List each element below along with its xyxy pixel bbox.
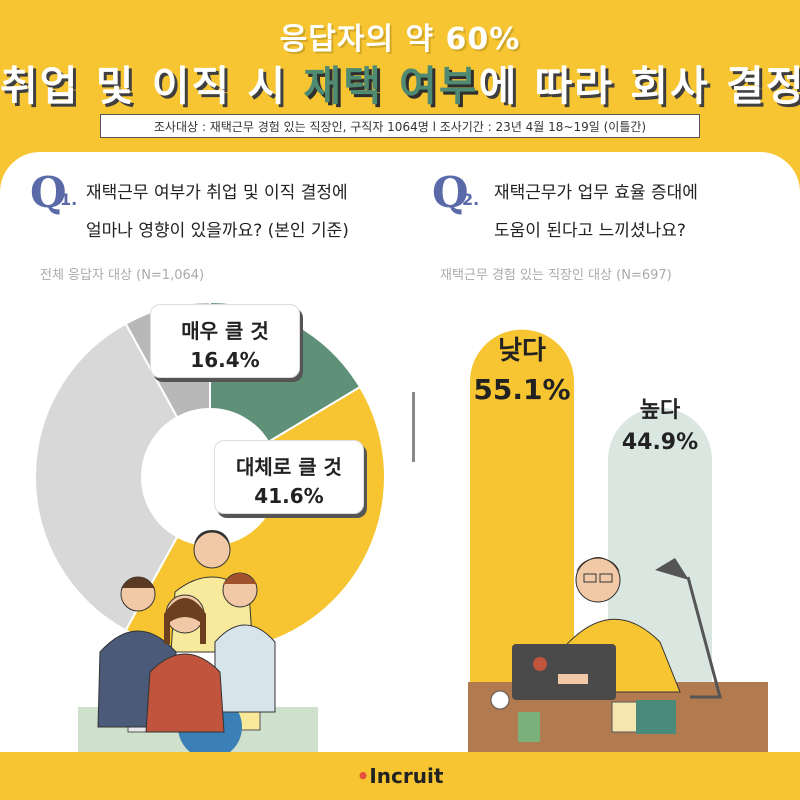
main-title: 취업 및 이직 시 재택 여부에 따라 회사 결정 xyxy=(0,52,800,112)
bar-category: 낮다 xyxy=(498,336,546,366)
brand-name: Incruit xyxy=(369,764,444,788)
header: 응답자의 약 60% 취업 및 이직 시 재택 여부에 따라 회사 결정 조사대… xyxy=(0,0,800,150)
q2-letter: Q xyxy=(432,168,469,217)
q2-basis: 재택근무 경험 있는 직장인 대상 (N=697) xyxy=(440,268,672,283)
bar-value: 44.9% xyxy=(621,430,699,455)
q2-number: 2. xyxy=(462,190,480,209)
callout-very-large: 매우 클 것 16.4% xyxy=(150,304,300,378)
slice-value: 16.4% xyxy=(190,348,260,372)
q1-letter: Q xyxy=(30,168,67,217)
q2-line-2: 도움이 된다고 느끼셨나요? xyxy=(494,221,686,241)
people-illustration xyxy=(78,530,318,752)
bar-value: 55.1% xyxy=(473,373,571,406)
q1-line-1: 재택근무 여부가 취업 및 이직 결정에 xyxy=(86,183,348,203)
slice-value: 41.6% xyxy=(254,484,324,508)
q1-line-2: 얼마나 영향이 있을까요? (본인 기준) xyxy=(86,221,349,241)
title-highlight: 재택 여부 xyxy=(303,62,479,110)
title-post: 에 따라 회사 결정 xyxy=(478,62,800,110)
q1-number: 1. xyxy=(60,190,78,209)
bar-label-low: 낮다 55.1% xyxy=(470,330,574,406)
title-pre: 취업 및 이직 시 xyxy=(0,62,304,110)
footer: •Incruit xyxy=(0,752,800,800)
q1-basis: 전체 응답자 대상 (N=1,064) xyxy=(40,268,205,283)
survey-info: 조사대상 : 재택근무 경험 있는 직장인, 구직자 1064명 l 조사기간 … xyxy=(100,114,700,138)
divider xyxy=(412,392,415,462)
subtitle: 응답자의 약 60% xyxy=(279,22,521,57)
content-card: Q 1. 재택근무 여부가 취업 및 이직 결정에 얼마나 영향이 있을까요? … xyxy=(0,152,800,752)
bar-label-high: 높다 44.9% xyxy=(608,392,712,455)
desk-illustration xyxy=(468,557,768,752)
donut-slice xyxy=(33,322,179,632)
q2-text: 재택근무가 업무 효율 증대에 도움이 된다고 느끼셨나요? xyxy=(494,174,698,250)
bar-category: 높다 xyxy=(639,398,681,423)
slice-label: 대체로 클 것 xyxy=(236,455,342,479)
brand-logo: •Incruit xyxy=(357,764,444,788)
q1-text: 재택근무 여부가 취업 및 이직 결정에 얼마나 영향이 있을까요? (본인 기… xyxy=(86,174,349,250)
callout-mostly-large: 대체로 클 것 41.6% xyxy=(214,440,364,514)
slice-label: 매우 클 것 xyxy=(181,319,269,343)
q2-line-1: 재택근무가 업무 효율 증대에 xyxy=(494,183,698,203)
logo-dot-icon: • xyxy=(356,764,370,788)
